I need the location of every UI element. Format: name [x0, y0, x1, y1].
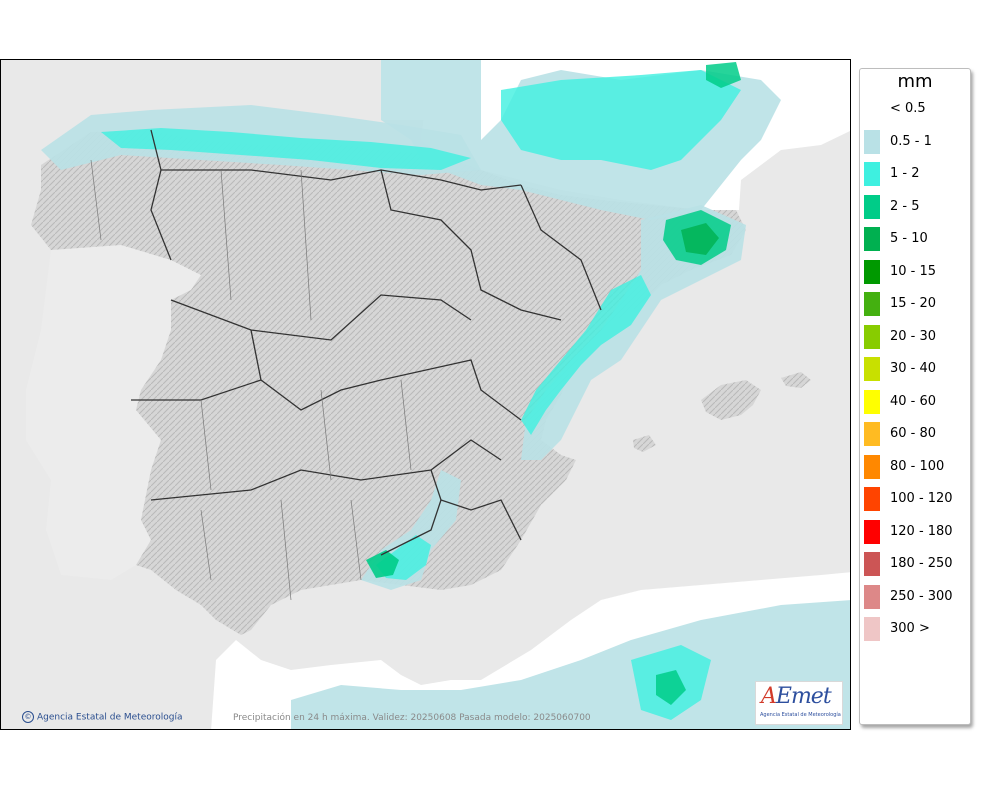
- legend-swatch: [864, 357, 880, 381]
- legend-label: < 0.5: [890, 101, 926, 116]
- precip-mid-north: [501, 70, 741, 170]
- province-borders: [90, 159, 412, 601]
- legend-swatch: [864, 617, 880, 641]
- legend-item: 0.5 - 1: [864, 129, 968, 154]
- legend-label: 80 - 100: [890, 458, 945, 474]
- precip-mid-cantabric: [101, 128, 471, 170]
- precip-heavy-africa: [656, 670, 686, 705]
- precip-heavy-north: [706, 62, 741, 88]
- logo-subtitle: Agencia Estatal de Meteorología: [760, 712, 841, 718]
- legend-item: 40 - 60: [864, 389, 968, 414]
- legend-item: 2 - 5: [864, 194, 968, 219]
- legend-swatch: [864, 129, 880, 154]
- legend-label: 15 - 20: [890, 296, 937, 311]
- precip-mid-east: [521, 275, 651, 435]
- legend-label: 300 >: [890, 621, 930, 636]
- legend-label: 180 - 250: [890, 556, 953, 571]
- menorca: [781, 372, 811, 388]
- legend-item: 1 - 2: [864, 162, 968, 186]
- copyright-text: Agencia Estatal de Meteorología: [37, 712, 183, 723]
- legend-swatch: [864, 519, 880, 544]
- precip-heavy-south: [366, 550, 399, 578]
- legend-item: 180 - 250: [864, 552, 968, 576]
- portugal-land: [26, 245, 201, 580]
- legend-item: 60 - 80: [864, 422, 968, 446]
- legend-label: 30 - 40: [890, 361, 937, 376]
- map-caption: Precipitación en 24 h máxima. Validez: 2…: [233, 713, 591, 723]
- legend-label: 40 - 60: [890, 393, 937, 409]
- spain-land[interactable]: [31, 130, 746, 635]
- legend-swatch: [864, 259, 880, 284]
- precip-max-catalonia: [681, 223, 719, 255]
- legend-label: 0.5 - 1: [890, 133, 932, 149]
- legend-item: 300 >: [864, 617, 968, 641]
- legend: mm < 0.5 0.5 - 1 1 - 2 2 - 5 5 - 10 10 - 15 15…: [859, 68, 971, 725]
- legend-swatch: [864, 162, 880, 186]
- copyright[interactable]: © Agencia Estatal de Meteorología: [22, 711, 183, 723]
- legend-swatch: [864, 194, 880, 219]
- legend-item: 10 - 15: [864, 259, 968, 284]
- legend-swatch: [864, 324, 880, 349]
- legend-label: 250 - 300: [890, 588, 953, 604]
- region-borders: [131, 129, 602, 556]
- legend-label: 10 - 15: [890, 263, 937, 279]
- legend-swatch: [864, 227, 880, 251]
- legend-item: < 0.5: [864, 97, 968, 121]
- legend-label: 2 - 5: [890, 198, 920, 214]
- ibiza: [633, 435, 656, 452]
- legend-item: 30 - 40: [864, 357, 968, 381]
- legend-item: 80 - 100: [864, 454, 968, 479]
- legend-label: 5 - 10: [890, 231, 928, 246]
- legend-label: 20 - 30: [890, 328, 937, 344]
- legend-item: 15 - 20: [864, 292, 968, 316]
- logo-word: AEmet: [761, 684, 832, 709]
- mallorca: [701, 380, 761, 420]
- copyright-icon: ©: [22, 711, 34, 723]
- aemet-logo[interactable]: AEmet Agencia Estatal de Meteorología: [755, 681, 843, 725]
- legend-item: 20 - 30: [864, 324, 968, 349]
- legend-label: 1 - 2: [890, 166, 920, 181]
- legend-swatch: [864, 584, 880, 609]
- legend-swatch: [864, 389, 880, 414]
- legend-swatch: [864, 487, 880, 511]
- precipitation-map[interactable]: [0, 59, 851, 730]
- legend-item: 250 - 300: [864, 584, 968, 609]
- legend-item: 120 - 180: [864, 519, 968, 544]
- legend-swatch: [864, 454, 880, 479]
- precip-light-africa: [291, 600, 850, 729]
- legend-item: 100 - 120: [864, 487, 968, 511]
- legend-label: 120 - 180: [890, 523, 953, 539]
- legend-label: 100 - 120: [890, 491, 953, 506]
- legend-unit: mm: [897, 71, 933, 92]
- legend-item: 5 - 10: [864, 227, 968, 251]
- legend-swatch: [864, 292, 880, 316]
- legend-label: 60 - 80: [890, 426, 937, 441]
- map-canvas: [1, 60, 850, 729]
- legend-swatch: [864, 422, 880, 446]
- legend-swatch: [864, 97, 880, 121]
- precip-light-east: [521, 205, 746, 460]
- legend-swatch: [864, 552, 880, 576]
